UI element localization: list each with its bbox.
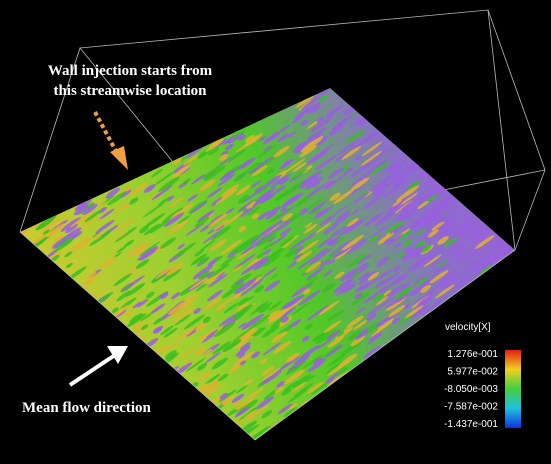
annotation: this streamwise location xyxy=(53,83,207,99)
colorbar-tick-label: 5.977e-002 xyxy=(447,367,498,378)
colorbar-tick-label: -7.587e-002 xyxy=(444,402,498,413)
visualization: Wall injection starts from this streamwi… xyxy=(0,0,551,464)
colorbar-tick-label: 1.276e-001 xyxy=(447,349,498,360)
colorbar-tick-label: -1.437e-001 xyxy=(444,419,498,430)
screenshot: Wall injection starts from this streamwi… xyxy=(0,0,551,464)
injection-arrow xyxy=(95,112,128,170)
colorbar-title: velocity[X] xyxy=(445,322,491,333)
annotation: Mean flow direction xyxy=(22,400,152,416)
colorbar-tick-label: -8.050e-003 xyxy=(444,384,498,395)
colorbar xyxy=(505,350,521,428)
flow-arrow xyxy=(70,346,128,385)
annotation: Wall injection starts from xyxy=(48,63,213,79)
